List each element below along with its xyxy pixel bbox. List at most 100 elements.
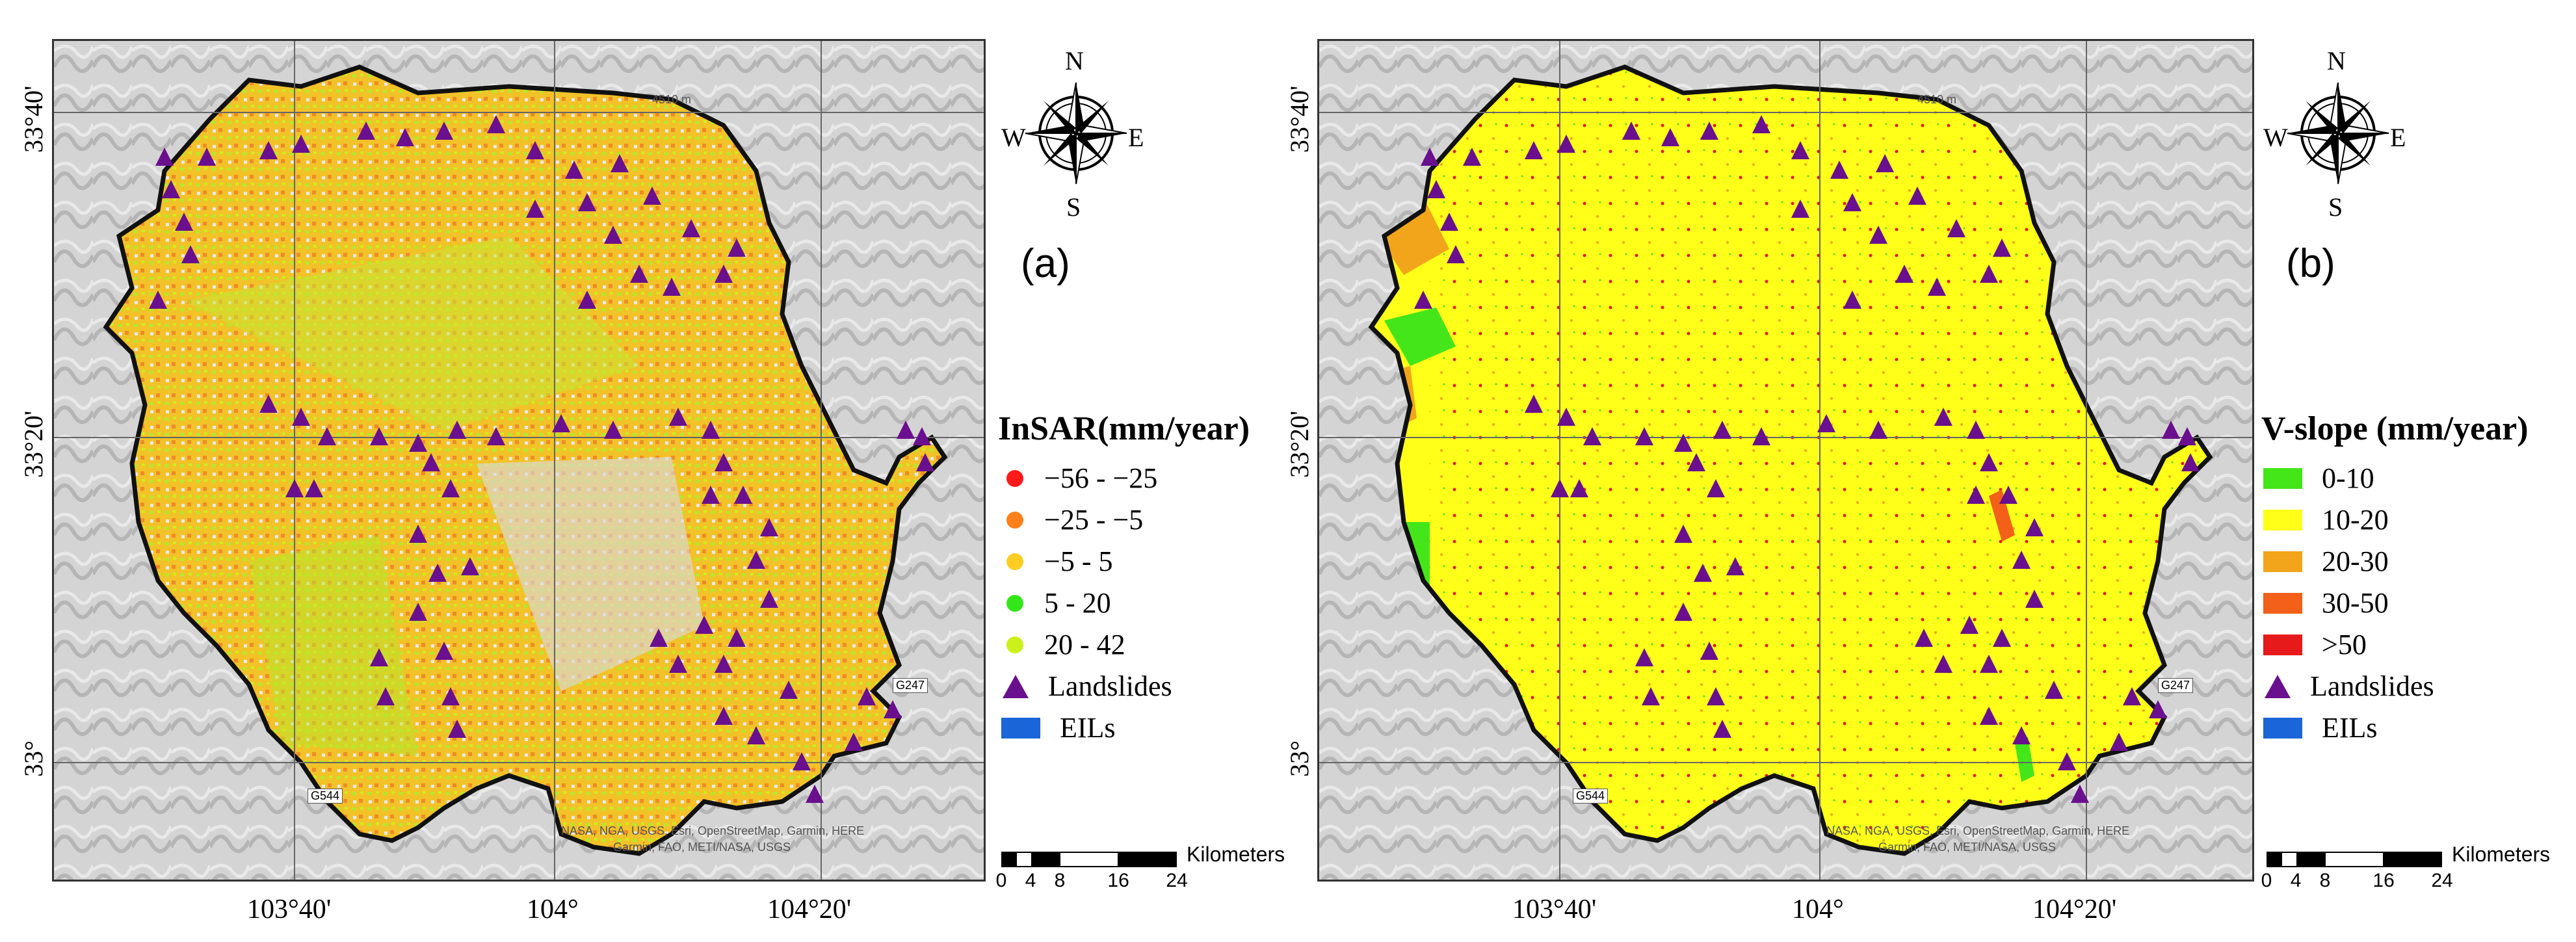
insar-map-canvas [54, 41, 984, 880]
landslide-marker [1980, 265, 1998, 283]
compass-s: S [2328, 192, 2343, 222]
landslide-marker [2162, 421, 2180, 439]
landslide-triangle-icon [1003, 674, 1029, 698]
landslide-marker [396, 128, 414, 146]
legend-item: Landslides [1001, 670, 1172, 703]
landslide-marker [1674, 603, 1692, 621]
landslide-markers [149, 115, 934, 803]
legend-swatch [1006, 553, 1023, 570]
landslide-marker [292, 135, 310, 153]
landslide-marker [1967, 421, 1985, 439]
landslide-marker [1752, 427, 1770, 445]
landslide-marker [663, 278, 681, 296]
landslide-marker [2025, 590, 2044, 608]
lat-label: 33°40' [19, 85, 48, 153]
landslide-marker [760, 518, 778, 536]
compass-s: S [1066, 192, 1081, 222]
legend-label: 10-20 [2322, 504, 2389, 536]
credit-text: NASA, NGA, USGS, Esri, OpenStreetMap, Ga… [561, 824, 865, 837]
north-arrow-icon: N W E S [1001, 46, 1144, 222]
landslide-marker [1622, 122, 1640, 140]
landslide-marker [376, 687, 395, 705]
landslide-marker [422, 453, 440, 471]
landslide-marker [1447, 245, 1465, 263]
legend-item: EILs [2263, 711, 2378, 744]
landslide-marker [292, 408, 310, 426]
landslide-marker [1557, 408, 1575, 426]
landslide-marker [1791, 200, 1809, 218]
landslide-marker [734, 486, 752, 504]
panel-a: G544 G247 4510 m NASA, NGA, USGS, Esri, … [19, 39, 1285, 924]
scale-tick: 4 [2290, 870, 2302, 891]
landslide-marker [630, 265, 648, 283]
legend-swatch [2263, 509, 2302, 530]
landslide-marker [1843, 193, 1861, 211]
scale-tick: 24 [1166, 870, 1188, 891]
landslide-marker [1817, 414, 1835, 432]
landslide-marker [1980, 707, 1998, 725]
landslide-marker [1661, 128, 1679, 146]
landslide-marker [162, 180, 180, 198]
landslide-marker [806, 785, 824, 803]
landslide-marker [285, 479, 304, 497]
legend-label: −56 - −25 [1044, 462, 1158, 494]
landslide-marker [1752, 115, 1770, 133]
legend-swatch [1006, 511, 1023, 529]
landslide-marker [2110, 733, 2128, 751]
legend-label: 20-30 [2322, 545, 2389, 577]
landslide-marker [435, 642, 453, 660]
landslide-marker [409, 525, 427, 543]
legend-item: −5 - 5 [1001, 545, 1112, 578]
legend-item: 10-20 [2263, 503, 2389, 536]
legend-item: −56 - −25 [1001, 462, 1157, 495]
landslide-marker [1843, 291, 1861, 309]
scale-tick: 16 [1107, 870, 1129, 891]
landslide-marker [1414, 291, 1432, 309]
lon-label: 104°20' [2032, 895, 2117, 924]
landslide-marker [441, 479, 460, 497]
landslide-marker [1928, 278, 1946, 296]
legend-item: >50 [2263, 628, 2367, 661]
legend-label: −5 - 5 [1044, 545, 1113, 577]
compass-e: E [2390, 123, 2406, 152]
landslide-marker [175, 213, 193, 231]
landslide-marker [526, 141, 544, 159]
scale-tick: 24 [2431, 870, 2453, 891]
legend-swatch [2263, 467, 2302, 489]
landslide-marker [2025, 518, 2044, 536]
legend-label: −25 - −5 [1044, 504, 1144, 536]
legend-label: >50 [2322, 629, 2367, 661]
landslide-marker [487, 115, 505, 133]
landslide-marker [604, 421, 622, 439]
landslide-marker [370, 427, 388, 445]
landslide-marker [916, 453, 934, 471]
north-arrow-icon: N W E S [2263, 46, 2406, 222]
landslide-marker [702, 486, 720, 504]
road-label-g544: G544 [308, 789, 343, 804]
scale-bar: 0 4 8 16 24 Kilometers [996, 843, 1285, 893]
credit-text: Garmin, FAO, METI/NASA, USGS [613, 841, 791, 854]
legend-label: 5 - 20 [1044, 587, 1111, 619]
landslide-marker [1700, 642, 1718, 660]
landslide-marker [2045, 681, 2063, 699]
landslide-marker [845, 733, 863, 751]
credit-text: Garmin, FAO, METI/NASA, USGS [1878, 841, 2057, 854]
landslide-marker [2012, 551, 2031, 569]
lon-label: 104° [527, 895, 579, 924]
landslide-marker [1980, 655, 1998, 673]
panel-label-b: (b) [2286, 241, 2335, 286]
scale-unit: Kilometers [2452, 843, 2551, 866]
landslide-marker [181, 245, 200, 263]
landslide-marker [1427, 180, 1445, 198]
landslide-marker [1525, 395, 1543, 413]
landslide-markers [1414, 115, 2200, 803]
landslide-marker [409, 434, 427, 452]
landslide-marker [565, 161, 583, 179]
legend-label: 0-10 [2322, 462, 2374, 494]
legend-label: EILs [1060, 712, 1116, 744]
road-label-g247: G247 [893, 678, 928, 693]
landslide-marker [2071, 785, 2089, 803]
lat-label: 33° [1285, 740, 1314, 777]
lon-label: 103°40' [1512, 895, 1597, 924]
landslide-marker [305, 479, 323, 497]
